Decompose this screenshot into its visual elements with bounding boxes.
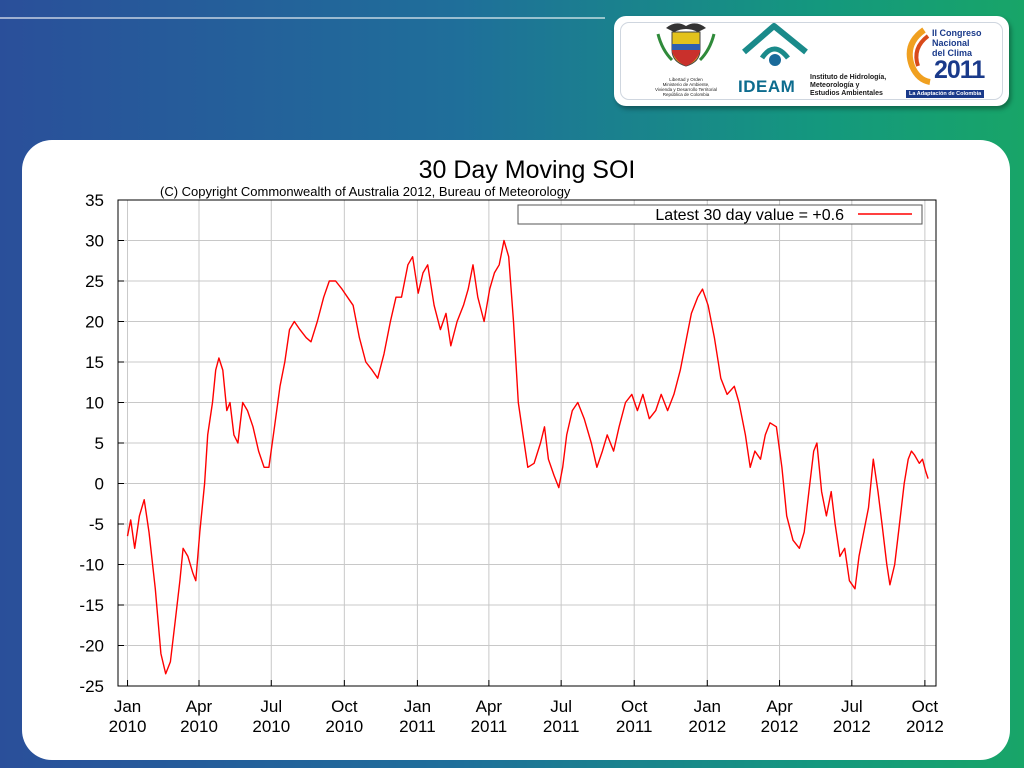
x-tick-label-month: Jan (404, 697, 431, 716)
ideam-roof-icon (742, 23, 808, 66)
shield-caption-4: República de Colombia (662, 92, 710, 97)
y-tick-label: 0 (95, 475, 104, 494)
shield-caption-3: Vivienda y Desarrollo Territorial (654, 87, 718, 92)
x-tick-label-month: Oct (621, 697, 648, 716)
x-tick-label-month: Jul (550, 697, 572, 716)
soi-line-chart: 30 Day Moving SOI (C) Copyright Commonwe… (79, 156, 943, 736)
y-tick-label: -25 (79, 677, 104, 696)
header-divider (0, 17, 605, 19)
y-tick-label: -5 (89, 515, 104, 534)
ideam-subtitle-1: Instituto de Hidrología, (810, 74, 887, 81)
congreso-line-2: Nacional (932, 38, 970, 48)
chart-title: 30 Day Moving SOI (419, 156, 636, 184)
ideam-subtitle-2: Meteorología y (810, 82, 860, 89)
x-tick-label-month: Apr (766, 697, 793, 716)
congreso-line-3: del Clima (932, 48, 973, 58)
x-tick-label-month: Jan (114, 697, 141, 716)
coat-of-arms-icon (656, 23, 716, 67)
x-tick-label-month: Apr (476, 697, 503, 716)
x-tick-label-year: 2011 (543, 717, 580, 736)
y-tick-label: 35 (85, 191, 104, 210)
content-panel: 30 Day Moving SOI (C) Copyright Commonwe… (22, 140, 1010, 760)
legend-label: Latest 30 day value = +0.6 (655, 207, 844, 224)
x-tick-label-year: 2011 (616, 717, 653, 736)
ideam-subtitle-3: Estudios Ambientales (810, 90, 883, 97)
x-tick-label-month: Jul (260, 697, 282, 716)
legend: Latest 30 day value = +0.6 (517, 204, 923, 225)
y-tick-label: 5 (95, 434, 104, 453)
x-tick-label-month: Jul (841, 697, 863, 716)
congreso-line-1: II Congreso (932, 28, 982, 38)
x-tick-label-year: 2012 (833, 717, 871, 736)
shield-caption-1: Libertad y Orden (669, 77, 703, 82)
plot-area-frame (117, 199, 937, 687)
x-tick-label-year: 2010 (325, 717, 363, 736)
chart-subtitle: (C) Copyright Commonwealth of Australia … (160, 184, 571, 199)
y-tick-label: 10 (85, 394, 104, 413)
y-tick-label: 30 (85, 232, 104, 251)
congreso-clima-logo: II Congreso Nacional del Clima 2011 La A… (902, 24, 1002, 100)
x-tick-label-year: 2010 (109, 717, 147, 736)
axis-labels: 35302520151050-5-10-15-20-25Jan2010Apr20… (79, 191, 943, 736)
congreso-tagline: La Adaptación de Colombia (906, 90, 985, 98)
soi-series-line (126, 239, 929, 675)
logo-banner: Libertad y Orden Ministerio de Ambiente,… (614, 16, 1009, 106)
x-tick-label-month: Oct (912, 697, 939, 716)
y-tick-label: 20 (85, 313, 104, 332)
x-tick-label-year: 2012 (906, 717, 944, 736)
ideam-wordmark: IDEAM (738, 77, 796, 96)
x-tick-label-year: 2011 (399, 717, 436, 736)
shield-caption-2: Ministerio de Ambiente, (662, 82, 710, 87)
logo-banner-frame (620, 22, 1003, 100)
y-tick-label: 15 (85, 353, 104, 372)
x-tick-label-month: Oct (331, 697, 358, 716)
colombia-coat-of-arms-logo: Libertad y Orden Ministerio de Ambiente,… (636, 20, 736, 98)
y-tick-label: -15 (79, 596, 104, 615)
x-tick-label-year: 2011 (471, 717, 508, 736)
ideam-logo: IDEAM Instituto de Hidrología, Meteorolo… (736, 22, 896, 100)
x-tick-label-year: 2012 (688, 717, 726, 736)
y-tick-label: -10 (79, 556, 104, 575)
x-tick-label-year: 2010 (252, 717, 290, 736)
y-tick-label: -20 (79, 637, 104, 656)
series-layer (126, 239, 929, 675)
legend-box (517, 204, 923, 225)
x-tick-label-month: Jan (694, 697, 721, 716)
ideam-subtitle: Instituto de Hidrología, Meteorología y … (810, 74, 886, 98)
y-tick-label: 25 (85, 272, 104, 291)
x-tick-label-year: 2010 (180, 717, 218, 736)
congreso-swoosh-icon (906, 27, 931, 85)
congreso-lines: II Congreso Nacional del Clima (932, 28, 982, 58)
congreso-year: 2011 (934, 56, 985, 84)
x-tick-label-year: 2012 (761, 717, 799, 736)
grid-lines (118, 199, 936, 687)
x-tick-label-month: Apr (186, 697, 213, 716)
